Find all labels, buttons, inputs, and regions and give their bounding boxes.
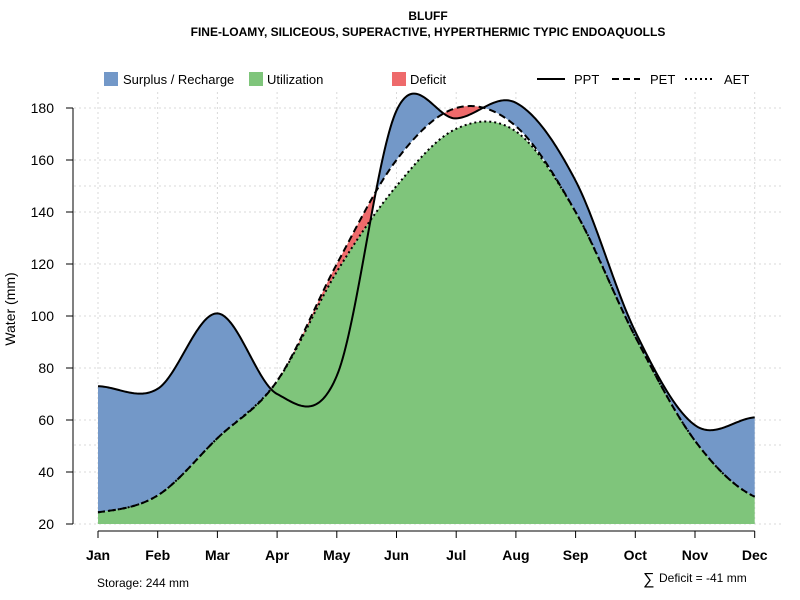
legend-label: Deficit <box>410 72 447 87</box>
series-lines <box>97 92 756 514</box>
x-tick-label-jul: Jul <box>446 547 466 563</box>
y-tick-label: 80 <box>38 360 54 376</box>
chart-title: BLUFF <box>408 9 447 23</box>
x-tick-label-dec: Dec <box>742 547 768 563</box>
legend-swatch <box>104 72 118 86</box>
x-tick-label-sep: Sep <box>563 547 589 563</box>
legend-label: PET <box>650 72 675 87</box>
storage-annotation: Storage: 244 mm <box>97 576 189 590</box>
x-tick-label-aug: Aug <box>502 547 529 563</box>
legend-swatch <box>392 72 406 86</box>
x-tick-label-oct: Oct <box>624 547 648 563</box>
fill-areas <box>98 93 755 525</box>
y-tick-label: 40 <box>38 464 54 480</box>
x-tick-label-mar: Mar <box>205 547 230 563</box>
line-aet <box>97 120 756 514</box>
surplus-area <box>98 93 755 513</box>
x-tick-label-feb: Feb <box>145 547 170 563</box>
x-tick-label-jun: Jun <box>384 547 409 563</box>
y-tick-label: 160 <box>31 152 55 168</box>
x-tick-label-nov: Nov <box>682 547 709 563</box>
y-tick-label: 20 <box>38 516 54 532</box>
sum-symbol: ∑ <box>643 571 654 588</box>
legend-label: PPT <box>574 72 599 87</box>
chart-subtitle: FINE-LOAMY, SILICEOUS, SUPERACTIVE, HYPE… <box>191 25 666 39</box>
axes: 20 40 60 80 100 120 140 160 180 Jan Feb Mar Apr May Ju… <box>31 100 768 563</box>
legend-swatch <box>249 72 263 86</box>
legend-label: Surplus / Recharge <box>123 72 234 87</box>
y-tick-label: 100 <box>31 308 55 324</box>
x-tick-label-may: May <box>323 547 350 563</box>
utilization-area <box>98 121 755 525</box>
y-tick-label: 140 <box>31 204 55 220</box>
y-tick-label: 180 <box>31 100 55 116</box>
deficit-annotation: Deficit = -41 mm <box>659 571 747 585</box>
legend-label: AET <box>724 72 749 87</box>
x-tick-label-apr: Apr <box>265 547 290 563</box>
y-axis-label: Water (mm) <box>2 272 18 345</box>
y-tick-label: 60 <box>38 412 54 428</box>
legend: Surplus / Recharge Utilization Deficit PPT P… <box>104 72 749 87</box>
x-tick-label-jan: Jan <box>86 547 110 563</box>
legend-label: Utilization <box>267 72 323 87</box>
line-ppt <box>97 92 755 432</box>
y-tick-label: 120 <box>31 256 55 272</box>
